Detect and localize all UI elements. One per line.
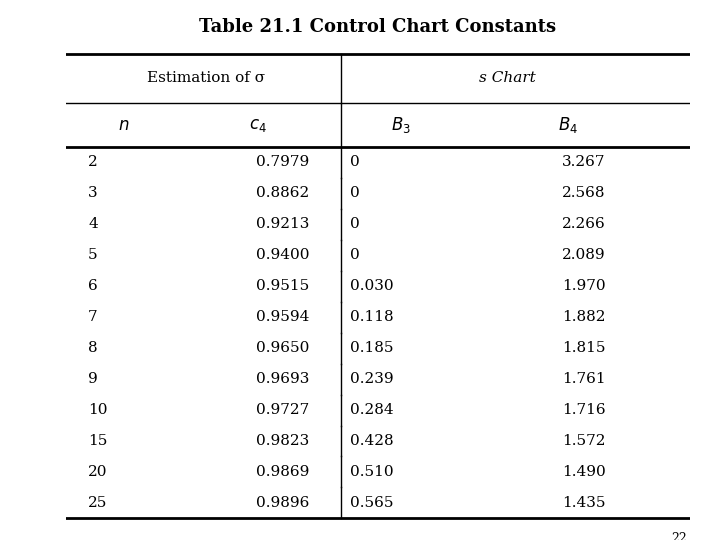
Text: $B_4$: $B_4$ bbox=[558, 115, 578, 136]
Text: 0: 0 bbox=[350, 156, 360, 170]
Text: 0.9693: 0.9693 bbox=[256, 372, 310, 386]
Text: 0.9400: 0.9400 bbox=[256, 248, 310, 262]
Text: 0.7979: 0.7979 bbox=[256, 156, 310, 170]
Text: 1.970: 1.970 bbox=[562, 279, 606, 293]
Text: 5: 5 bbox=[88, 248, 98, 262]
Text: 15: 15 bbox=[88, 434, 107, 448]
Text: s Chart: s Chart bbox=[479, 71, 536, 85]
Text: 3.267: 3.267 bbox=[562, 156, 606, 170]
Text: 22: 22 bbox=[671, 532, 687, 540]
Text: 2: 2 bbox=[88, 156, 98, 170]
Text: 0.030: 0.030 bbox=[350, 279, 394, 293]
Text: 0.9213: 0.9213 bbox=[256, 217, 310, 231]
Text: 10: 10 bbox=[88, 403, 107, 417]
Text: 1.815: 1.815 bbox=[562, 341, 606, 355]
Text: 4: 4 bbox=[88, 217, 98, 231]
Text: 2.089: 2.089 bbox=[562, 248, 606, 262]
Text: 0.428: 0.428 bbox=[350, 434, 394, 448]
Text: 1.716: 1.716 bbox=[562, 403, 606, 417]
Text: $c_4$: $c_4$ bbox=[249, 117, 267, 134]
Text: 3: 3 bbox=[88, 186, 98, 200]
Text: 0: 0 bbox=[350, 248, 360, 262]
Text: 1.490: 1.490 bbox=[562, 465, 606, 479]
Text: 0: 0 bbox=[350, 217, 360, 231]
Text: 9: 9 bbox=[88, 372, 98, 386]
Text: 1.882: 1.882 bbox=[562, 310, 606, 324]
Text: 0.9869: 0.9869 bbox=[256, 465, 310, 479]
Text: 20: 20 bbox=[88, 465, 107, 479]
Text: 0.118: 0.118 bbox=[350, 310, 394, 324]
Text: 0.565: 0.565 bbox=[350, 496, 393, 510]
Text: 0.9896: 0.9896 bbox=[256, 496, 310, 510]
Text: 0.284: 0.284 bbox=[350, 403, 394, 417]
Text: 6: 6 bbox=[88, 279, 98, 293]
Text: 0: 0 bbox=[350, 186, 360, 200]
Text: 0.185: 0.185 bbox=[350, 341, 393, 355]
Text: $n$: $n$ bbox=[118, 117, 130, 134]
Text: $B_3$: $B_3$ bbox=[392, 115, 411, 136]
Text: 0.9594: 0.9594 bbox=[256, 310, 310, 324]
Text: 7: 7 bbox=[88, 310, 98, 324]
Text: 0.9515: 0.9515 bbox=[256, 279, 310, 293]
Text: 25: 25 bbox=[88, 496, 107, 510]
Text: 1.761: 1.761 bbox=[562, 372, 606, 386]
Text: 1.435: 1.435 bbox=[562, 496, 606, 510]
Text: 2.568: 2.568 bbox=[562, 186, 606, 200]
Text: 2.266: 2.266 bbox=[562, 217, 606, 231]
Text: 0.9650: 0.9650 bbox=[256, 341, 310, 355]
Text: Chapter 21: Chapter 21 bbox=[24, 252, 42, 374]
Text: 1.572: 1.572 bbox=[562, 434, 606, 448]
Text: Estimation of σ: Estimation of σ bbox=[148, 71, 266, 85]
Text: 0.8862: 0.8862 bbox=[256, 186, 310, 200]
Text: 0.510: 0.510 bbox=[350, 465, 394, 479]
Text: 0.239: 0.239 bbox=[350, 372, 394, 386]
Text: 8: 8 bbox=[88, 341, 98, 355]
Text: 0.9727: 0.9727 bbox=[256, 403, 310, 417]
Text: 0.9823: 0.9823 bbox=[256, 434, 310, 448]
Text: Table 21.1 Control Chart Constants: Table 21.1 Control Chart Constants bbox=[199, 18, 557, 36]
